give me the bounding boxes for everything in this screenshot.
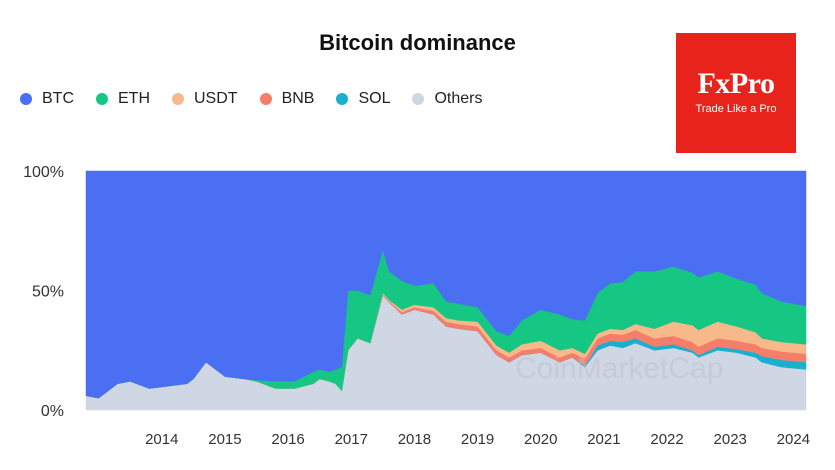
- legend-label-bnb: BNB: [281, 90, 315, 107]
- y-axis: 0% 50% 100%: [23, 164, 64, 420]
- legend-item-others[interactable]: Others: [412, 90, 483, 108]
- area-layers: [85, 170, 807, 411]
- legend-label-sol: SOL: [358, 90, 391, 107]
- legend-label-eth: ETH: [118, 90, 150, 107]
- chart-legend: BTC ETH USDT BNB SOL Others: [20, 90, 505, 108]
- legend-swatch-eth: [96, 93, 108, 105]
- x-tick-label: 2021: [587, 431, 620, 448]
- legend-swatch-bnb: [259, 93, 272, 105]
- x-tick-label: 2020: [524, 431, 557, 448]
- legend-swatch-others: [412, 93, 425, 105]
- legend-label-usdt: USDT: [194, 90, 238, 107]
- x-tick-label: 2024: [777, 431, 810, 448]
- y-tick-label: 50%: [32, 284, 64, 301]
- x-tick-label: 2016: [271, 431, 304, 448]
- x-tick-label: 2022: [650, 431, 683, 448]
- legend-swatch-sol: [336, 93, 349, 105]
- x-tick-label: 2019: [461, 431, 494, 448]
- x-tick-label: 2015: [208, 431, 241, 448]
- x-tick-label: 2014: [145, 431, 178, 448]
- chart-title: Bitcoin dominance: [319, 30, 516, 55]
- legend-item-sol[interactable]: SOL: [336, 90, 390, 108]
- legend-item-bnb[interactable]: BNB: [259, 90, 315, 108]
- brand-name: FxPro: [697, 67, 775, 100]
- fxpro-logo: FxPro Trade Like a Pro: [676, 33, 796, 153]
- legend-item-eth[interactable]: ETH: [96, 90, 150, 108]
- x-tick-label: 2023: [714, 431, 747, 448]
- x-axis: 2014 2015 2016 2017 2018 2019 2020 2021 2022 2023…: [145, 431, 810, 448]
- brand-tagline: Trade Like a Pro: [695, 103, 777, 115]
- area-btc[interactable]: [85, 170, 807, 399]
- y-tick-label: 0%: [41, 403, 64, 420]
- legend-label-btc: BTC: [42, 90, 74, 107]
- x-tick-label: 2018: [398, 431, 431, 448]
- legend-swatch-usdt: [172, 93, 184, 105]
- legend-item-btc[interactable]: BTC: [20, 90, 74, 108]
- y-tick-label: 100%: [23, 164, 64, 181]
- legend-item-usdt[interactable]: USDT: [172, 90, 238, 108]
- legend-swatch-btc: [20, 93, 32, 105]
- x-tick-label: 2017: [335, 431, 368, 448]
- legend-label-others: Others: [434, 90, 483, 107]
- watermark-text: CoinMarketCap: [515, 352, 723, 385]
